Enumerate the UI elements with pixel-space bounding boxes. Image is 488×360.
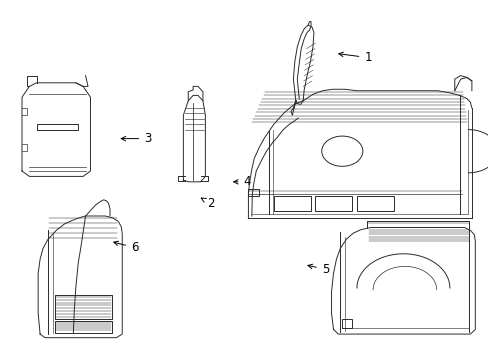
Bar: [273, 196, 310, 211]
Text: 1: 1: [338, 51, 371, 64]
Text: 5: 5: [307, 263, 328, 276]
Text: 6: 6: [114, 241, 138, 254]
Bar: [315, 196, 351, 211]
Text: 3: 3: [121, 132, 151, 145]
Text: 2: 2: [201, 197, 214, 210]
Text: 4: 4: [233, 175, 250, 188]
Bar: [356, 196, 393, 211]
Bar: [342, 319, 351, 328]
